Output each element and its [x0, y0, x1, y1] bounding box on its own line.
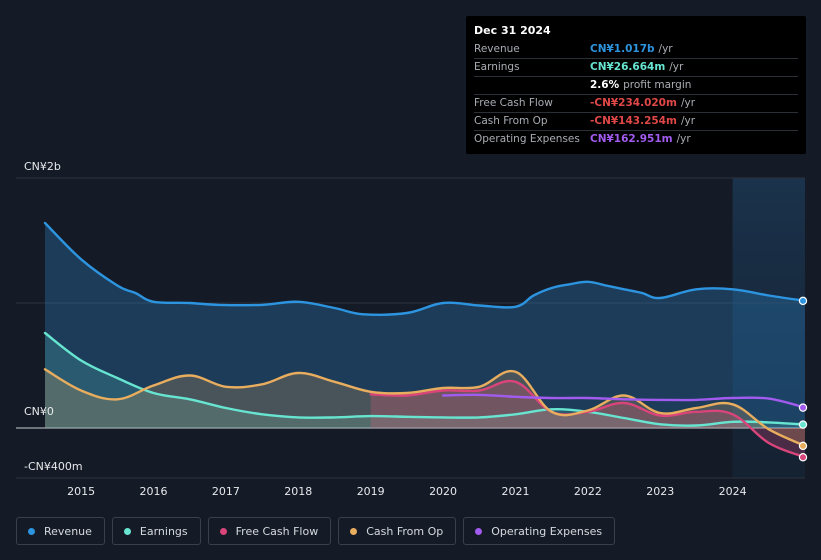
- tooltip-row-value: -CN¥234.020m: [590, 97, 677, 109]
- tooltip-row: Free Cash Flow -CN¥234.020m/yr: [474, 94, 798, 112]
- tooltip-row-value: CN¥26.664m: [590, 61, 666, 73]
- operating-expenses-endpoint: [798, 403, 808, 412]
- x-tick-2021: 2021: [501, 485, 529, 498]
- tooltip-row-unit: profit margin: [623, 79, 692, 91]
- earnings-line: [43, 331, 807, 427]
- legend-label: Cash From Op: [366, 524, 444, 538]
- legend-dot-icon: [350, 527, 358, 535]
- legend-item-free-cash-flow[interactable]: Free Cash Flow: [207, 517, 332, 545]
- tooltip-row: 2.6% profit margin: [474, 76, 798, 94]
- free-cash-flow-endpoint: [798, 453, 808, 462]
- tooltip-row-label: Cash From Op: [474, 115, 548, 127]
- revenue-line: [43, 221, 807, 316]
- x-tick-2017: 2017: [212, 485, 240, 498]
- tooltip-row-value: CN¥1.017b: [590, 43, 655, 55]
- x-tick-2023: 2023: [646, 485, 674, 498]
- tooltip-row-unit: /yr: [658, 43, 673, 55]
- x-tick-2018: 2018: [284, 485, 312, 498]
- tooltip-row: Revenue CN¥1.017b/yr: [474, 41, 798, 58]
- tooltip-row-value: 2.6%: [590, 79, 620, 91]
- x-tick-2020: 2020: [429, 485, 457, 498]
- tooltip-row-label: [474, 77, 590, 94]
- legend-item-earnings[interactable]: Earnings: [111, 517, 201, 545]
- tooltip-row-label: Operating Expenses: [474, 133, 580, 145]
- x-tick-2015: 2015: [67, 485, 95, 498]
- y-label-zero: CN¥0: [24, 405, 54, 418]
- legend-item-operating-expenses[interactable]: Operating Expenses: [463, 517, 616, 545]
- legend-dot-icon: [123, 527, 131, 535]
- tooltip-row-label: Revenue: [474, 43, 520, 55]
- tooltip-row-value: -CN¥143.254m: [590, 115, 677, 127]
- tooltip-row: Earnings CN¥26.664m/yr: [474, 58, 798, 76]
- x-tick-2022: 2022: [574, 485, 602, 498]
- revenue-area: [45, 223, 805, 428]
- tooltip-row-label: Free Cash Flow: [474, 97, 553, 109]
- y-label-top: CN¥2b: [24, 160, 61, 173]
- chart-legend: Revenue Earnings Free Cash Flow Cash From O…: [16, 517, 616, 545]
- tooltip-row-unit: /yr: [680, 97, 696, 109]
- operating-expenses-line: [441, 393, 807, 409]
- tooltip-row: Operating Expenses CN¥162.951m/yr: [474, 130, 798, 148]
- legend-label: Revenue: [44, 524, 92, 538]
- y-label-bottom: -CN¥400m: [24, 460, 83, 473]
- earnings-endpoint: [798, 420, 808, 429]
- legend-item-cash-from-op[interactable]: Cash From Op: [338, 517, 457, 545]
- x-tick-2019: 2019: [357, 485, 385, 498]
- legend-dot-icon: [475, 527, 483, 535]
- cash-from-op-line: [43, 368, 807, 448]
- cash-from-op-endpoint: [798, 441, 808, 451]
- revenue-endpoint: [798, 296, 808, 306]
- cash-from-op-area: [45, 369, 805, 446]
- legend-dot-icon: [219, 527, 227, 535]
- legend-item-revenue[interactable]: Revenue: [16, 517, 105, 545]
- tooltip-row-unit: /yr: [676, 133, 691, 145]
- tooltip-row-value: CN¥162.951m: [590, 133, 673, 145]
- tooltip-row-unit: /yr: [669, 61, 684, 73]
- tooltip-row: Cash From Op -CN¥143.254m/yr: [474, 112, 798, 130]
- tooltip-row-unit: /yr: [680, 115, 696, 127]
- free-cash-flow-area: [370, 380, 805, 458]
- tooltip-row-label: Earnings: [474, 61, 520, 73]
- earnings-area: [45, 333, 805, 428]
- legend-label: Free Cash Flow: [235, 524, 319, 538]
- free-cash-flow-line: [369, 379, 807, 459]
- legend-label: Operating Expenses: [491, 524, 603, 538]
- x-tick-2016: 2016: [140, 485, 168, 498]
- tooltip-date: Dec 31 2024: [474, 24, 551, 37]
- legend-dot-icon: [28, 527, 35, 535]
- legend-label: Earnings: [139, 524, 188, 538]
- x-tick-2024: 2024: [719, 485, 747, 498]
- data-tooltip: Dec 31 2024 Revenue CN¥1.017b/yr Earnings C…: [466, 16, 806, 154]
